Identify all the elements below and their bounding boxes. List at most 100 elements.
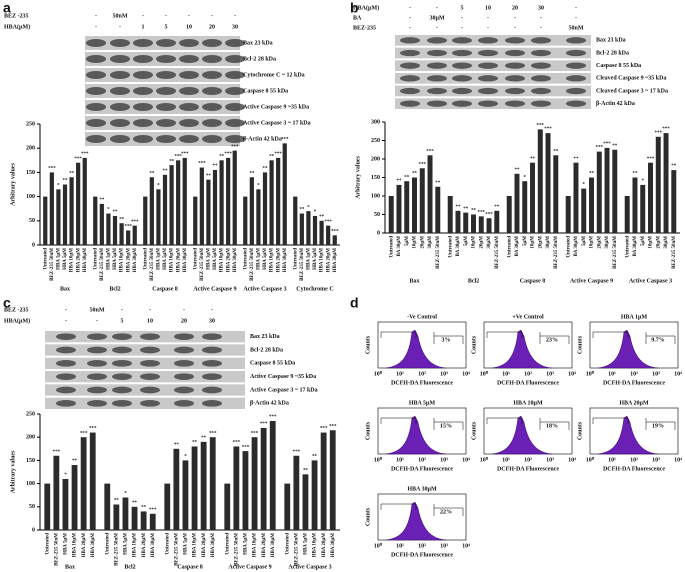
blot-band — [505, 100, 525, 107]
significance: *** — [209, 431, 217, 436]
bar — [427, 155, 433, 233]
histogram — [385, 415, 447, 455]
category-label: 10µM — [472, 236, 477, 249]
significance: ** — [114, 499, 120, 504]
band-label: Caspase 8 55 kDa — [250, 361, 295, 367]
group-label: Active Caspase 9 — [570, 278, 613, 284]
blot-band — [133, 71, 153, 79]
blot-band — [133, 119, 153, 127]
significance: *** — [293, 450, 301, 455]
category-label: HBA 10µM — [253, 533, 258, 558]
bar — [306, 211, 311, 245]
category-label: HBA 5µM — [113, 248, 118, 270]
y-axis-label: Arbitrary values — [10, 450, 16, 493]
blot-band — [56, 386, 76, 394]
group-label: Active Caspase 3 — [288, 564, 331, 570]
condition-label: HBA(µM) — [4, 317, 30, 324]
category-label: Untreated — [566, 236, 571, 258]
blot-band — [174, 373, 194, 380]
significance: ** — [269, 154, 275, 159]
condition-value: - — [95, 24, 97, 30]
significance: *** — [251, 431, 259, 436]
category-label: HBA 30µM — [331, 533, 336, 558]
blot-band — [202, 103, 222, 111]
significance: *** — [419, 162, 427, 167]
significance: ** — [553, 149, 559, 154]
bar — [53, 455, 60, 530]
blot-band — [225, 39, 245, 47]
bar — [206, 179, 211, 245]
x-tick-label: 10¹ — [502, 371, 510, 377]
bar — [131, 506, 138, 530]
blot-band — [112, 346, 132, 354]
bar — [284, 483, 291, 530]
bar — [122, 497, 129, 530]
significance: ** — [219, 154, 225, 159]
condition-value: 1 — [142, 24, 145, 30]
y-tick-label: 300 — [371, 119, 380, 125]
category-label: 30µM — [546, 236, 551, 249]
bar — [663, 133, 669, 233]
blot-band — [202, 71, 222, 79]
significance: *** — [89, 427, 97, 432]
blot-band — [86, 135, 106, 143]
category-label: HBA 10µM — [70, 248, 75, 273]
x-tick-label: 10⁴ — [462, 371, 470, 377]
bar — [326, 225, 331, 245]
category-label: HBA 30µM — [83, 248, 88, 273]
group-label: Active Caspase 9 — [228, 564, 271, 570]
significance: ** — [69, 171, 75, 176]
bar — [329, 430, 336, 530]
percent-label: 9.7% — [651, 337, 665, 343]
category-label: HBA 5µM — [263, 248, 268, 270]
blot-band — [566, 100, 586, 107]
group-label: Caspase 8 — [177, 564, 203, 570]
group-label: Cytochrome C — [296, 286, 333, 292]
group-label: Bcl2 — [109, 286, 120, 292]
bar — [126, 230, 131, 245]
category-label: Untreated — [448, 236, 453, 258]
significance: *** — [662, 127, 670, 132]
bar — [224, 483, 231, 530]
percent-label: 19% — [652, 423, 664, 429]
blot-band — [179, 103, 199, 111]
condition-value: 30 — [538, 5, 544, 11]
condition-value: - — [436, 25, 438, 31]
significance: *** — [478, 210, 486, 215]
plot-title: HBA 1µM — [621, 314, 648, 320]
blot-band — [86, 39, 106, 47]
blot-band — [505, 37, 525, 44]
bar — [233, 446, 240, 530]
bar — [119, 223, 124, 245]
category-label: 5µM — [582, 236, 587, 246]
y-axis-label: Counts — [365, 507, 371, 526]
blot-band — [110, 39, 130, 47]
blot-band — [427, 100, 447, 107]
blot-band — [531, 62, 551, 69]
significance: *** — [81, 152, 89, 157]
blot-band — [427, 49, 447, 57]
condition-value: - — [65, 318, 67, 324]
blot-band — [505, 49, 525, 57]
condition-value: - — [96, 318, 98, 324]
x-tick-label: 10³ — [546, 371, 554, 377]
x-tick-label: 10¹ — [608, 371, 616, 377]
condition-label: BEZ -235 — [4, 13, 29, 19]
x-tick-label: 10² — [524, 457, 532, 463]
bar — [212, 169, 218, 245]
blot-band — [400, 87, 420, 95]
blot-band — [531, 49, 551, 57]
x-tick-label: 10¹ — [396, 371, 404, 377]
blot-band — [531, 100, 551, 107]
band-label: Bcl-2 28 kDa — [250, 347, 283, 353]
blot-band — [133, 39, 153, 47]
bar — [43, 196, 48, 245]
y-tick-label: 100 — [26, 481, 35, 487]
category-label: HBA 5µM — [184, 533, 189, 555]
blot-band — [400, 75, 420, 82]
blot-band — [140, 400, 160, 407]
x-axis-label: DCFH-DA Fluorescence — [391, 380, 453, 386]
bar — [149, 513, 156, 530]
x-axis-label: DCFH-DA Fluorescence — [391, 552, 453, 558]
category-label: BEZ-235 50nM — [150, 248, 155, 281]
